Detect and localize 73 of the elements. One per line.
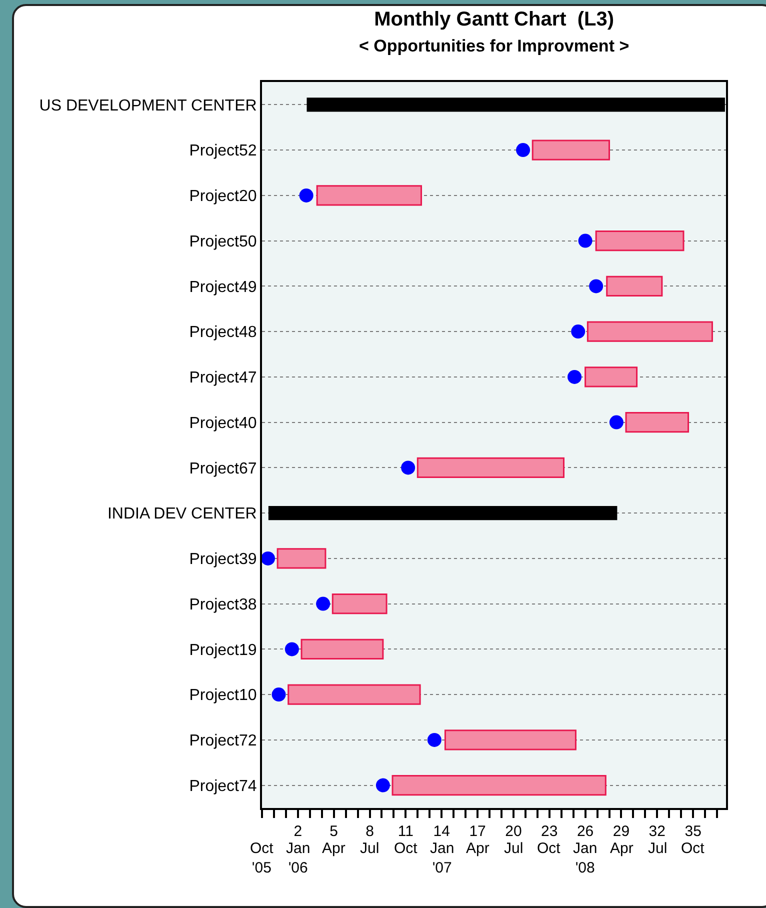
point xyxy=(260,551,275,566)
text: Oct xyxy=(394,840,418,857)
bar xyxy=(276,548,326,569)
text: Oct '05 xyxy=(250,840,274,876)
bar xyxy=(268,506,618,520)
text: Oct xyxy=(681,840,706,857)
y-tick-label: Project47 xyxy=(189,370,257,387)
x-tick-label: 8 xyxy=(366,823,374,840)
x-tick-label: 14 xyxy=(433,823,450,840)
x-tick-label: 11 xyxy=(398,823,414,840)
bar xyxy=(595,230,684,252)
bar xyxy=(416,457,564,478)
point xyxy=(284,642,299,656)
y-tick-label: Project39 xyxy=(189,551,257,568)
bar xyxy=(586,321,713,342)
x-tick-label: 5 xyxy=(330,823,338,840)
point xyxy=(316,596,330,611)
bar xyxy=(606,276,663,296)
y-tick-label: INDIA DEV CENTER xyxy=(107,506,257,523)
x-tick-label: 17 xyxy=(469,823,486,840)
x-tick-label: 26 xyxy=(576,823,594,840)
point xyxy=(609,415,624,430)
text: Apr xyxy=(466,840,490,857)
point xyxy=(272,688,286,702)
bar xyxy=(300,638,384,660)
bar xyxy=(306,98,725,112)
y-tick-label: Project49 xyxy=(189,278,257,296)
point xyxy=(427,732,442,747)
x-tick-label: 20 xyxy=(505,823,522,840)
y-tick-label: Project52 xyxy=(189,142,257,160)
y-tick-label: Project19 xyxy=(189,642,257,659)
y-tick-label: Project40 xyxy=(189,414,257,432)
y-tick-label: Project10 xyxy=(189,687,257,704)
y-tick-label: US DEVELOPMENT CENTER xyxy=(39,97,257,114)
y-tick-label: Project50 xyxy=(189,233,257,250)
bar xyxy=(532,140,610,160)
x-tick-label: 2 xyxy=(294,823,302,840)
bar xyxy=(625,412,690,433)
bar xyxy=(332,594,388,614)
text: Oct xyxy=(537,840,562,857)
chart-subtitle: < Opportunities for Improvment > xyxy=(359,36,630,56)
text: Jul xyxy=(648,840,668,857)
text: Jan '06 xyxy=(286,840,310,876)
text: Apr xyxy=(322,840,346,857)
point xyxy=(589,279,604,294)
x-tick-label: 32 xyxy=(648,823,666,840)
point xyxy=(299,188,314,202)
point xyxy=(376,778,390,792)
bar xyxy=(288,684,421,705)
y-tick-label: Project67 xyxy=(189,460,257,478)
y-tick-label: Project38 xyxy=(189,596,257,614)
bar xyxy=(392,775,606,796)
text: Apr xyxy=(610,840,634,857)
x-tick-label: 35 xyxy=(684,823,702,840)
point xyxy=(578,234,592,248)
point xyxy=(516,143,530,158)
point xyxy=(571,324,586,339)
point xyxy=(568,370,582,384)
bar xyxy=(316,185,422,206)
text: Jul xyxy=(504,840,524,857)
x-tick-label: 23 xyxy=(541,823,558,840)
bar xyxy=(584,366,638,388)
y-tick-label: Project20 xyxy=(189,188,257,206)
point xyxy=(401,460,416,475)
y-tick-label: Project48 xyxy=(189,324,257,342)
text: Jul xyxy=(360,840,380,857)
x-tick-label: 29 xyxy=(612,823,630,840)
y-tick-label: Project72 xyxy=(189,732,257,750)
text: Jan '08 xyxy=(573,840,598,876)
y-tick-label: Project74 xyxy=(189,778,257,795)
text: Jan '07 xyxy=(430,840,454,876)
bar xyxy=(444,730,576,750)
chart-title: Monthly Gantt Chart (L3) xyxy=(374,8,614,30)
